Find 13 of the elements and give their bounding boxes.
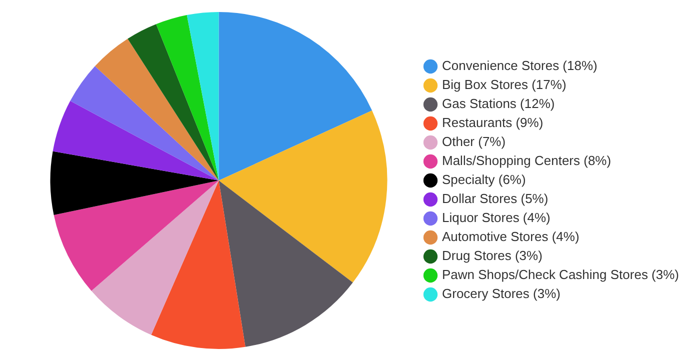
legend-label: Grocery Stores (3%) [442, 286, 560, 302]
legend-label: Convenience Stores (18%) [442, 58, 598, 74]
legend-label: Drug Stores (3%) [442, 248, 542, 264]
legend-label: Big Box Stores (17%) [442, 77, 566, 92]
legend-label: Other (7%) [442, 134, 506, 150]
legend-label: Restaurants (9%) [442, 115, 544, 130]
legend-label: Gas Stations (12%) [442, 96, 555, 112]
legend-label: Liquor Stores (4%) [442, 210, 550, 226]
legend-label: Dollar Stores (5%) [442, 191, 548, 206]
legend-label: Automotive Stores (4%) [442, 229, 580, 244]
legend-label: Pawn Shops/Check Cashing Stores (3%) [442, 267, 680, 282]
legend-label: Malls/Shopping Centers (8%) [442, 153, 612, 168]
legend-label: Specialty (6%) [442, 172, 526, 188]
